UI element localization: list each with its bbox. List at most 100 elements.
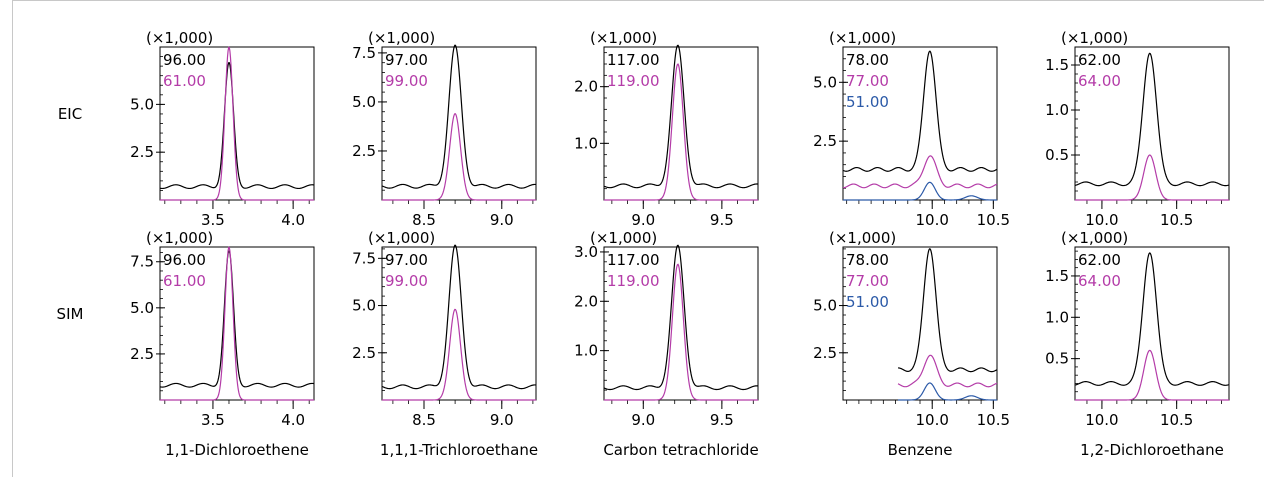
chromatogram-sim-4: 2.5 5.0 10.0 10.5 (×1,000) 78.00 77.00 51.00 Ben… xyxy=(813,229,1010,459)
x-tick-label: 3.5 xyxy=(201,211,225,229)
chromatogram-eic-1: 2.5 5.0 3.5 4.0 (×1,000) 96.00 61.00 xyxy=(130,29,315,229)
trace-mz-77-00 xyxy=(897,354,998,388)
trace-mz-51-00 xyxy=(843,181,997,201)
x-tick-label: 10.0 xyxy=(1085,411,1118,429)
x-tick-label: 4.0 xyxy=(281,211,305,229)
trace-mz-78-00 xyxy=(842,50,998,172)
plot-frame xyxy=(381,46,537,201)
x-tick-label: 10.0 xyxy=(1085,211,1118,229)
trace-mz-62-00 xyxy=(1074,252,1230,386)
y-multiplier-label: (×1,000) xyxy=(590,229,657,247)
x-tick-label: 9.5 xyxy=(710,211,734,229)
x-tick-label: 10.5 xyxy=(977,411,1010,429)
legend-mz-label: 51.00 xyxy=(846,93,889,111)
x-tick-label: 10.0 xyxy=(916,211,949,229)
y-tick-label: 2.5 xyxy=(813,132,837,150)
y-tick-label: 2.5 xyxy=(813,344,837,362)
trace-mz-64-00 xyxy=(1075,349,1229,401)
compound-label: 1,1,1-Trichloroethane xyxy=(380,441,538,459)
legend-mz-label: 61.00 xyxy=(163,72,206,90)
plot-frame xyxy=(603,246,759,401)
y-tick-label: 1.0 xyxy=(574,134,598,152)
y-multiplier-label: (×1,000) xyxy=(590,29,657,47)
x-tick-label: 8.5 xyxy=(412,411,436,429)
legend-mz-label: 119.00 xyxy=(607,72,660,90)
y-multiplier-label: (×1,000) xyxy=(829,29,896,47)
legend-mz-label: 78.00 xyxy=(846,51,889,69)
y-tick-label: 1.5 xyxy=(1045,56,1069,74)
trace-mz-64-00 xyxy=(1075,154,1229,201)
legend-mz-label: 117.00 xyxy=(607,251,660,269)
compound-label: Carbon tetrachloride xyxy=(603,441,758,459)
y-tick-label: 5.0 xyxy=(130,299,154,317)
legend-mz-label: 119.00 xyxy=(607,272,660,290)
y-tick-label: 7.5 xyxy=(352,44,376,62)
compound-label: 1,1-Dichloroethene xyxy=(165,441,309,459)
x-tick-label: 10.5 xyxy=(1160,211,1193,229)
y-tick-label: 0.5 xyxy=(1045,350,1069,368)
chromatogram-sim-5: 0.5 1.0 1.5 10.0 10.5 (×1,000) 62.00 64.00 1,2-D… xyxy=(1045,229,1230,459)
x-tick-label: 10.0 xyxy=(916,411,949,429)
legend-mz-label: 62.00 xyxy=(1078,251,1121,269)
plot-frame xyxy=(1074,246,1230,401)
trace-mz-62-00 xyxy=(1074,52,1230,187)
compound-label: 1,2-Dichloroethane xyxy=(1080,441,1224,459)
y-multiplier-label: (×1,000) xyxy=(1061,29,1128,47)
y-tick-label: 3.0 xyxy=(574,243,598,261)
x-tick-label: 9.0 xyxy=(631,211,655,229)
chromatogram-eic-3: 1.0 2.0 9.0 9.5 (×1,000) 117.00 119.00 xyxy=(574,29,759,229)
y-tick-label: 2.0 xyxy=(574,78,598,96)
legend-mz-label: 51.00 xyxy=(846,293,889,311)
y-multiplier-label: (×1,000) xyxy=(146,29,213,47)
legend-mz-label: 61.00 xyxy=(163,272,206,290)
x-tick-label: 8.5 xyxy=(412,211,436,229)
trace-mz-99-00 xyxy=(382,113,536,201)
y-tick-label: 1.0 xyxy=(1045,101,1069,119)
y-tick-label: 1.0 xyxy=(574,342,598,360)
y-tick-label: 7.5 xyxy=(130,253,154,271)
y-tick-label: 5.0 xyxy=(813,297,837,315)
chromatogram-sim-3: 1.0 2.0 3.0 9.0 9.5 (×1,000) 117.00 119.00 Carbo… xyxy=(574,229,759,459)
legend-mz-label: 64.00 xyxy=(1078,72,1121,90)
legend-mz-label: 97.00 xyxy=(385,51,428,69)
x-tick-label: 3.5 xyxy=(201,411,225,429)
trace-mz-97-00 xyxy=(381,244,537,390)
row-label-eic: EIC xyxy=(58,105,82,123)
chromatogram-eic-2: 2.5 5.0 7.5 8.5 9.0 (×1,000) 97.00 99.00 xyxy=(352,29,537,229)
chromatogram-eic-5: 0.5 1.0 1.5 10.0 10.5 (×1,000) 62.00 64.00 xyxy=(1045,29,1230,229)
trace-mz-119-00 xyxy=(604,63,758,201)
trace-mz-51-00 xyxy=(898,382,997,401)
y-tick-label: 2.5 xyxy=(352,142,376,160)
legend-mz-label: 77.00 xyxy=(846,72,889,90)
legend-mz-label: 96.00 xyxy=(163,51,206,69)
trace-mz-96-00 xyxy=(159,62,315,190)
x-tick-label: 10.5 xyxy=(977,211,1010,229)
figure-frame xyxy=(12,0,1264,477)
trace-mz-119-00 xyxy=(604,263,758,401)
y-tick-label: 2.5 xyxy=(130,345,154,363)
y-multiplier-label: (×1,000) xyxy=(368,229,435,247)
chromatogram-sim-1: 2.5 5.0 7.5 3.5 4.0 (×1,000) 96.00 61.00 1,1-Dic… xyxy=(130,229,315,459)
trace-mz-77-00 xyxy=(842,155,998,189)
y-tick-label: 1.0 xyxy=(1045,308,1069,326)
row-label-sim: SIM xyxy=(57,305,84,323)
x-tick-label: 10.5 xyxy=(1160,411,1193,429)
legend-mz-label: 78.00 xyxy=(846,251,889,269)
trace-mz-99-00 xyxy=(382,308,536,401)
chromatogram-eic-4: 2.5 5.0 10.0 10.5 (×1,000) 78.00 77.00 51.00 xyxy=(813,29,1010,229)
y-multiplier-label: (×1,000) xyxy=(368,29,435,47)
x-tick-label: 4.0 xyxy=(281,411,305,429)
plot-frame xyxy=(159,246,315,401)
x-tick-label: 9.0 xyxy=(490,411,514,429)
y-tick-label: 5.0 xyxy=(352,93,376,111)
y-tick-label: 5.0 xyxy=(352,297,376,315)
trace-mz-117-00 xyxy=(603,244,759,391)
y-tick-label: 0.5 xyxy=(1045,146,1069,164)
trace-mz-61-00 xyxy=(160,46,314,201)
y-multiplier-label: (×1,000) xyxy=(146,229,213,247)
plot-frame xyxy=(603,46,759,201)
trace-mz-78-00 xyxy=(897,248,998,373)
y-multiplier-label: (×1,000) xyxy=(1061,229,1128,247)
trace-mz-96-00 xyxy=(159,250,315,388)
